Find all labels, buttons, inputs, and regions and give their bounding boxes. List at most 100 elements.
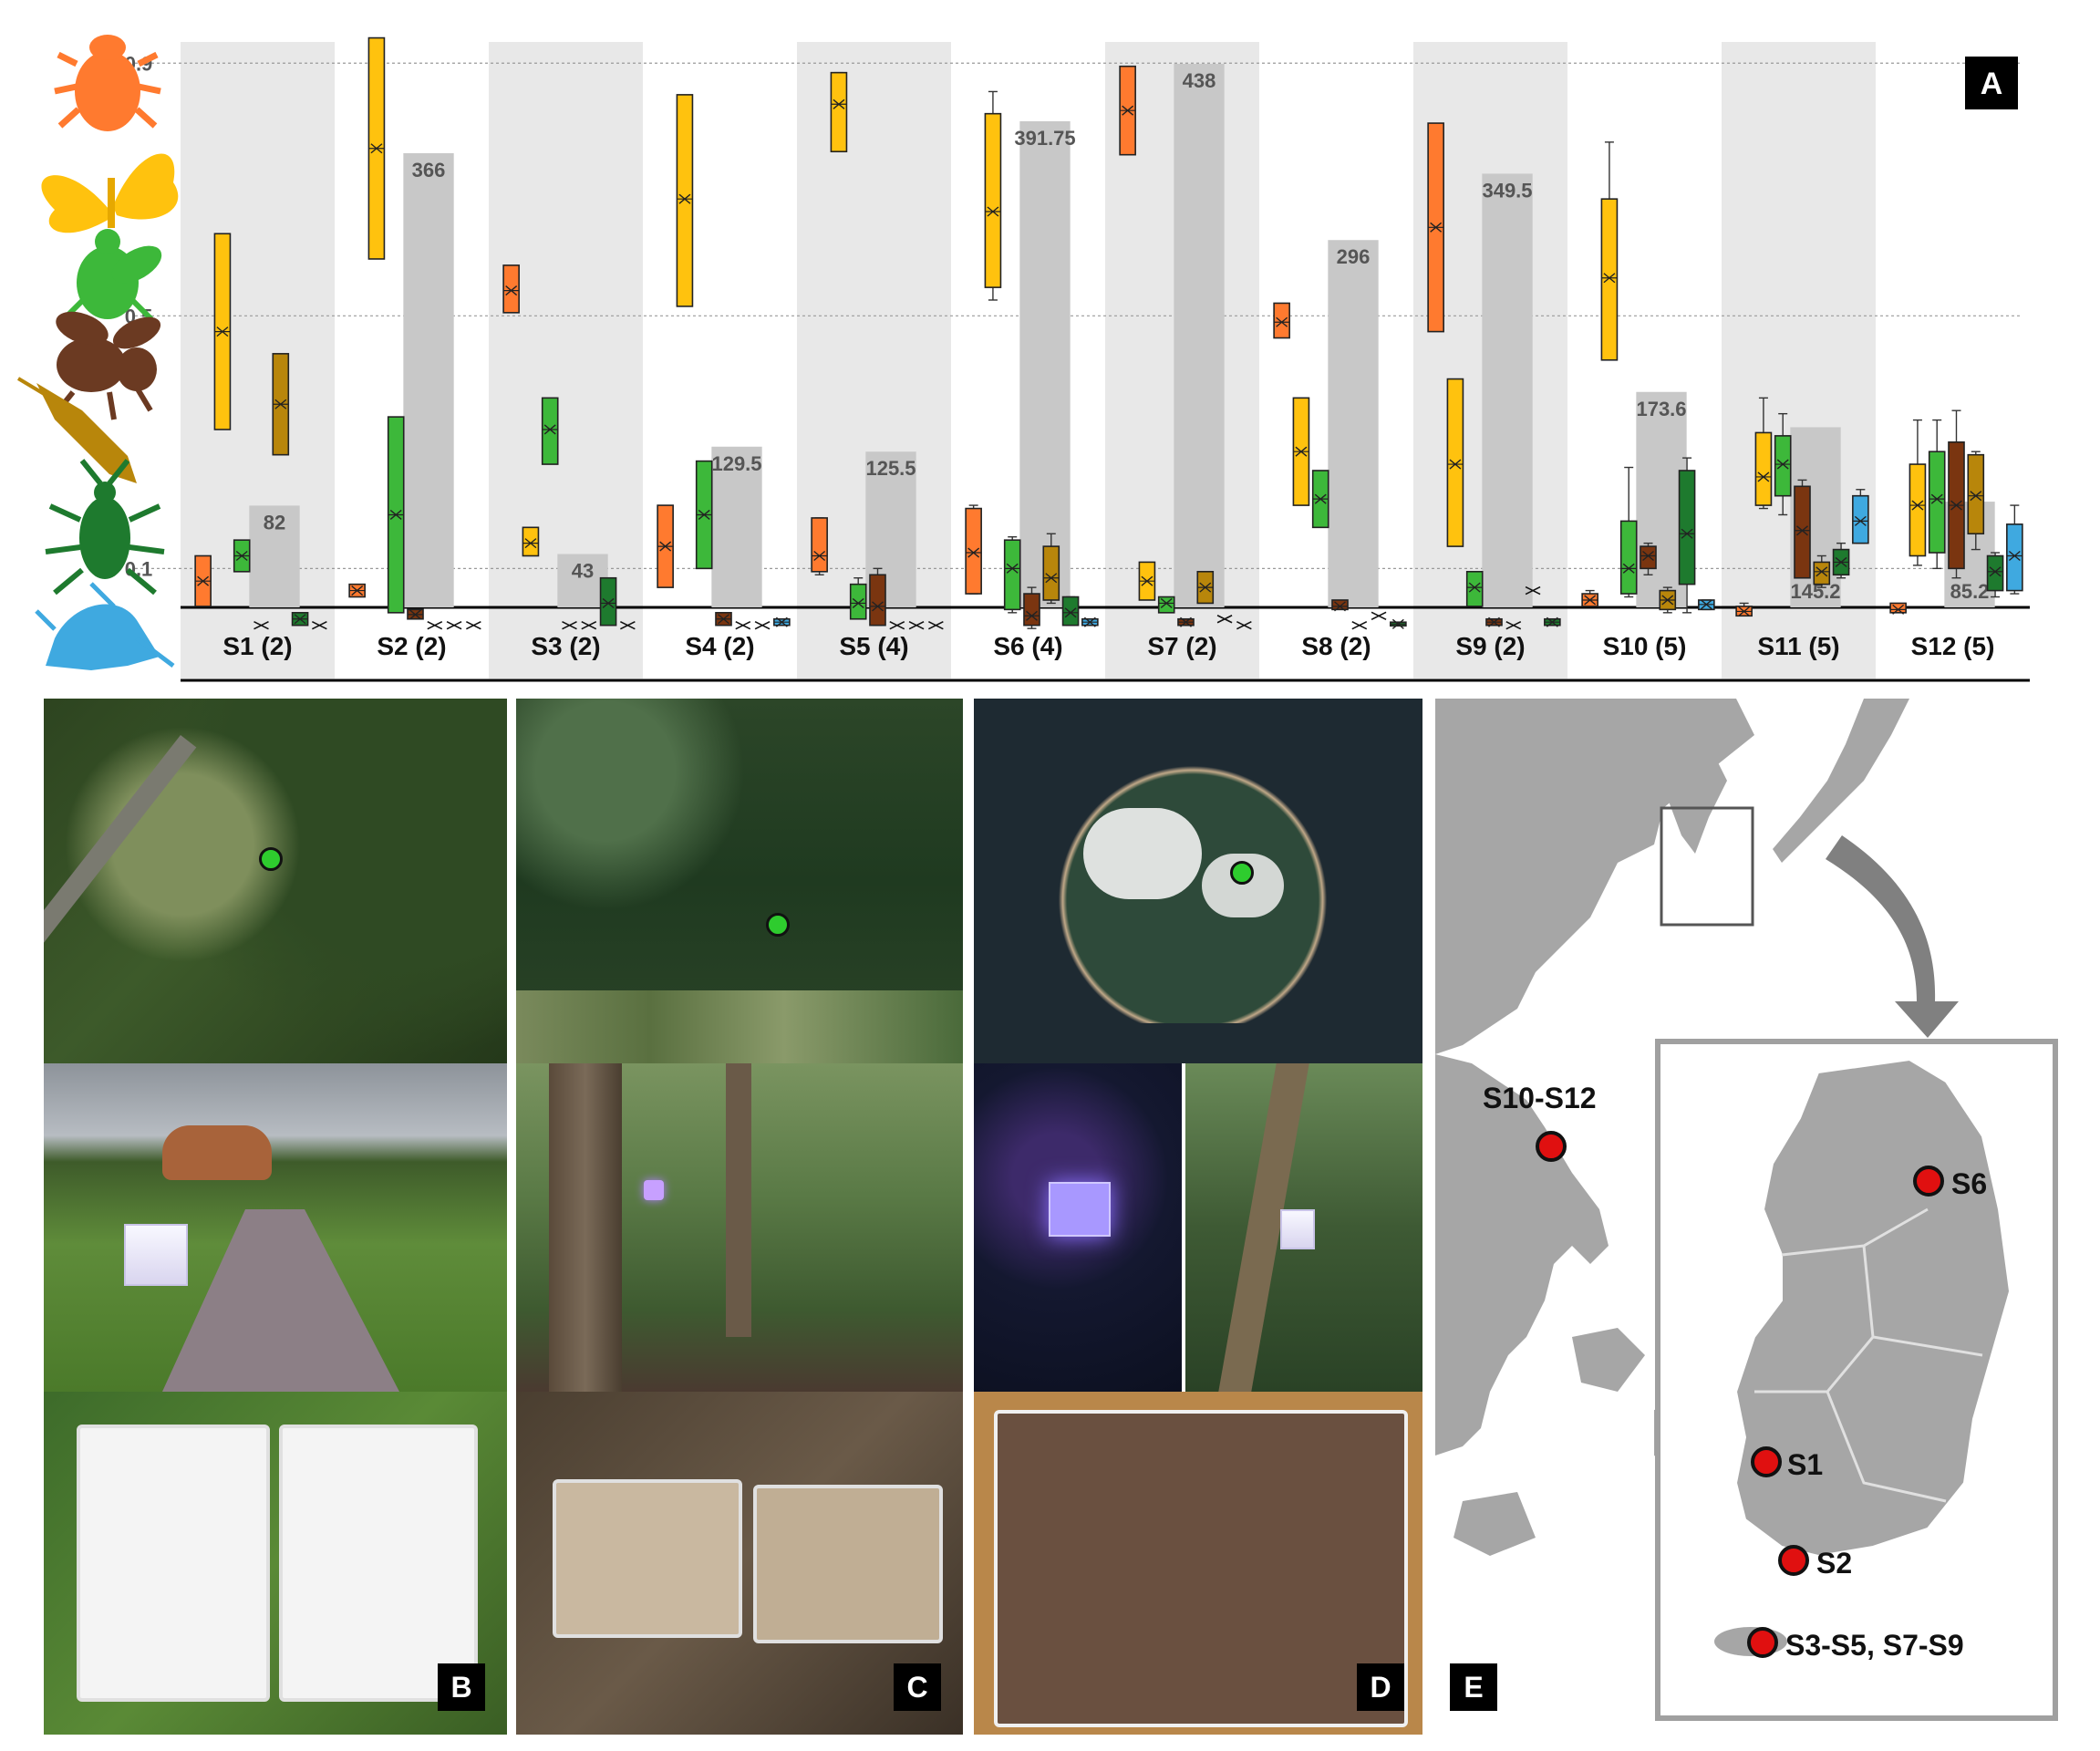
box [1446,378,1464,547]
mean-mark [678,193,691,204]
bar-label: 349.5 [1482,179,1532,202]
mean-mark [1854,515,1867,526]
collection-tray-3 [553,1479,742,1638]
site-marker-b [259,847,283,871]
zero-mark [427,620,443,630]
box [965,507,982,595]
tree-trunk-2 [726,1063,751,1337]
mean-mark [274,399,287,409]
mean-mark [1488,616,1500,627]
panel-b: B [44,699,507,1735]
butterfly-icon [41,153,179,233]
box [1928,451,1946,554]
mean-mark [852,597,864,608]
panel-c: C [516,699,963,1735]
mean-mark [987,206,999,217]
mean-mark [216,326,229,337]
mean-mark [833,98,845,109]
mean-mark [1796,525,1808,536]
panel-tag-e: E [1450,1663,1497,1711]
uv-glow [644,1180,664,1200]
mean-mark [1449,459,1462,470]
zero-mark [1505,620,1522,630]
zero-mark [754,620,771,630]
box [1600,198,1619,361]
mean-mark [1430,222,1443,233]
zero-mark [889,620,905,630]
bar-label: 85.2 [1950,580,1990,603]
box [869,574,886,627]
mean-mark [1045,573,1058,584]
zero-mark [1525,585,1541,596]
mean-mark [1930,493,1943,504]
mean-mark [409,609,421,620]
bar-label: 438 [1183,69,1216,92]
mean-mark [1468,582,1481,593]
mean-mark [1738,606,1751,616]
mean-mark [1622,563,1635,574]
field-patches [516,990,963,1063]
bar-label: 82 [264,511,285,534]
mean-mark [543,424,556,435]
mean-mark [1911,500,1924,511]
box [1967,453,1985,535]
mean-mark [1295,446,1308,457]
mean-mark [351,585,364,596]
mean-mark [1276,316,1288,327]
box [1042,545,1060,601]
mean-mark [1391,618,1404,629]
mean-mark [1199,582,1212,593]
light-trap-b [124,1224,188,1286]
mean-mark [872,601,884,612]
mean-mark [718,614,729,625]
box [1331,599,1349,611]
boxes [194,36,2023,630]
inset-locator-box [1660,806,1754,927]
mosquito-icon [35,582,175,670]
bug-icon [45,459,165,596]
total-bar [249,505,300,607]
mean-mark [1681,528,1693,539]
total-bar [403,152,454,607]
japan [1773,699,1909,863]
asia-map [1435,699,2064,1735]
zero-mark [446,620,462,630]
box [1619,520,1638,595]
island [1047,750,1339,1023]
total-bar [711,446,762,607]
label-s3-s9: S3-S5, S7-S9 [1785,1629,1964,1662]
mean-mark [1776,459,1789,470]
mean-mark [1006,563,1019,574]
mean-mark [1141,575,1153,586]
province-lines [1754,1207,1983,1503]
panel-tag-b: B [438,1663,485,1711]
mean-mark [1835,556,1847,567]
mean-mark [294,614,306,625]
tree-trunk [549,1063,622,1392]
mean-mark [389,509,402,521]
panel-tag-a: A [1965,57,2018,109]
box [1023,593,1040,627]
light-trap-d [1280,1209,1315,1249]
mean-mark [1584,595,1597,606]
site-label: S5 (4) [839,632,908,660]
zoom-arrow [1826,835,1959,1038]
box [502,264,520,314]
panel-d: D [974,699,1422,1735]
collection-tray-1 [77,1425,270,1702]
panel-tag-c: C [894,1663,941,1711]
site-label: S11 (5) [1757,632,1839,660]
zero-mark [465,620,481,630]
label-s1: S1 [1787,1448,1824,1481]
box [1273,302,1290,339]
total-bar [1482,173,1533,607]
site-marker-s3-s9 [1747,1627,1778,1658]
zero-mark [619,620,636,630]
total-bar [1019,120,1071,608]
site-label: S9 (2) [1455,632,1525,660]
mean-mark [1122,105,1134,116]
collection-tray-5 [994,1410,1408,1727]
site-labels: S1 (2) S2 (2) S3 (2) S4 (2) S5 (4) S6 (4) S7 (… [222,632,1994,660]
bar-label: 43 [572,559,594,582]
box [1794,485,1811,579]
